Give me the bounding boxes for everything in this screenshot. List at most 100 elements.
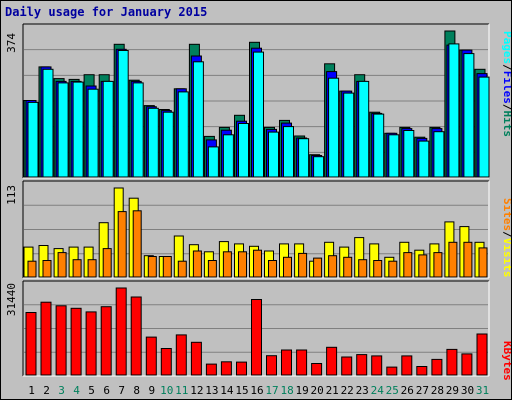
bar-pages-day-25	[388, 134, 400, 178]
panel3-legend: KBytes	[501, 341, 511, 381]
bar-kbytes-day-9	[145, 336, 157, 376]
bar-pages-day-9	[147, 107, 159, 178]
bar-sites-day-10	[162, 256, 172, 278]
bar-kbytes-day-24	[371, 355, 383, 376]
bar-sites-day-5	[87, 259, 97, 278]
bar-pages-day-19	[298, 138, 310, 178]
x-tick-label: 5	[88, 384, 95, 397]
bar-kbytes-day-14	[220, 361, 232, 376]
x-tick-label: 16	[250, 384, 263, 397]
x-tick-label: 11	[175, 384, 188, 397]
bar-sites-day-29	[448, 241, 458, 278]
panel2-legend: Sites/Visits	[501, 198, 511, 278]
bar-pages-day-16	[253, 51, 264, 178]
bar-kbytes-day-12	[190, 341, 202, 376]
bar-kbytes-day-6	[100, 306, 112, 376]
x-tick-label: 24	[371, 384, 385, 397]
bar-pages-day-23	[358, 80, 370, 178]
bar-sites-day-11	[177, 260, 187, 278]
bar-sites-day-8	[132, 210, 142, 278]
bar-pages-day-17	[268, 131, 279, 178]
x-tick-label: 4	[73, 384, 80, 397]
panel1-ymax-label: 374	[5, 33, 18, 53]
bar-sites-day-20	[313, 257, 323, 278]
bar-sites-day-25	[388, 260, 398, 278]
bar-pages-day-10	[162, 111, 174, 178]
bar-kbytes-day-19	[296, 349, 308, 376]
bar-sites-day-30	[463, 241, 473, 278]
x-tick-label: 20	[310, 384, 323, 397]
x-tick-label: 27	[416, 384, 429, 397]
x-tick-label: 14	[220, 384, 234, 397]
x-tick-label: 1	[28, 384, 35, 397]
bar-kbytes-day-22	[341, 356, 353, 376]
panel1-legend: Pages/Files/Hits	[501, 31, 511, 137]
bar-pages-day-22	[343, 92, 355, 178]
bar-pages-day-6	[102, 80, 114, 178]
bar-kbytes-day-11	[175, 334, 187, 376]
bar-pages-day-3	[57, 82, 69, 178]
panel2-ymax-label: 113	[5, 185, 18, 205]
bar-sites-day-4	[72, 259, 82, 278]
x-tick-label: 10	[160, 384, 173, 397]
bar-sites-day-28	[433, 252, 443, 278]
bar-pages-day-31	[478, 76, 490, 178]
bar-sites-day-31	[478, 247, 488, 278]
x-tick-label: 13	[205, 384, 218, 397]
bar-kbytes-day-28	[431, 358, 443, 376]
bar-sites-day-14	[222, 251, 232, 278]
bar-pages-day-1	[27, 101, 39, 178]
bar-sites-day-24	[373, 260, 383, 278]
bar-pages-day-7	[117, 50, 129, 178]
bar-kbytes-day-7	[115, 287, 127, 376]
bar-pages-day-30	[463, 53, 475, 178]
bar-kbytes-day-15	[236, 361, 247, 376]
bar-kbytes-day-27	[416, 366, 428, 376]
bar-kbytes-day-30	[461, 353, 473, 376]
x-tick-label: 25	[386, 384, 399, 397]
bar-sites-day-15	[238, 251, 247, 278]
bar-sites-day-3	[57, 252, 67, 278]
bar-kbytes-day-13	[205, 363, 217, 376]
x-tick-label: 22	[341, 384, 354, 397]
bar-sites-day-17	[268, 260, 277, 278]
bar-pages-day-2	[42, 68, 54, 178]
bar-pages-day-5	[87, 88, 99, 178]
x-tick-label: 6	[103, 384, 110, 397]
x-tick-label: 17	[265, 384, 278, 397]
x-tick-label: 30	[461, 384, 474, 397]
legend-visits: Visits	[501, 238, 511, 278]
bar-kbytes-day-31	[476, 333, 488, 376]
bar-kbytes-day-10	[160, 348, 172, 376]
bar-kbytes-day-17	[266, 355, 277, 376]
bar-sites-day-2	[42, 260, 52, 278]
legend-kbytes: KBytes	[501, 341, 511, 381]
bar-kbytes-day-4	[70, 307, 82, 376]
bar-kbytes-day-21	[326, 346, 338, 376]
x-tick-label: 8	[133, 384, 140, 397]
x-tick-label: 23	[356, 384, 369, 397]
svg-text:Sites/Visits: Sites/Visits	[501, 198, 511, 278]
x-axis-day-labels: 1 2 3 4 5 6 7 8 9 10 11 12 13 14 15 16 17 18 19 20 21 22 23 24 2…	[28, 384, 489, 397]
bar-pages-day-20	[313, 156, 325, 178]
bar-kbytes-day-29	[446, 348, 458, 376]
x-tick-label: 29	[446, 384, 459, 397]
visits-sites-panel	[22, 180, 490, 279]
bar-sites-day-1	[27, 260, 37, 278]
x-tick-label: 12	[190, 384, 203, 397]
bar-pages-day-28	[433, 131, 445, 178]
legend-hits: Hits	[501, 111, 511, 138]
bar-pages-day-21	[328, 77, 340, 178]
bar-kbytes-day-20	[311, 363, 323, 376]
bar-sites-day-7	[117, 211, 127, 278]
legend-pages: Pages	[501, 31, 511, 64]
x-tick-label: 7	[118, 384, 125, 397]
bar-pages-day-8	[132, 82, 144, 178]
bar-pages-day-29	[448, 43, 460, 178]
x-tick-label: 3	[58, 384, 65, 397]
svg-text:Pages/Files/Hits: Pages/Files/Hits	[501, 31, 511, 137]
bar-sites-day-13	[207, 260, 217, 278]
bar-sites-day-27	[418, 254, 428, 278]
